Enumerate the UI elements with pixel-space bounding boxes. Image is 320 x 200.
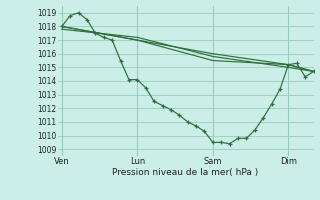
X-axis label: Pression niveau de la mer( hPa ): Pression niveau de la mer( hPa ) (112, 168, 259, 177)
